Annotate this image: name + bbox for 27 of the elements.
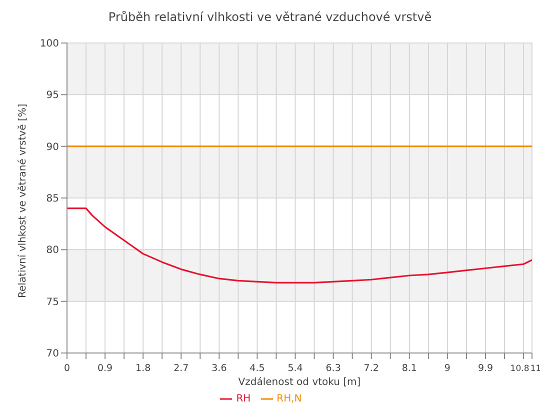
x-tick-label: 5.4 [288, 363, 303, 374]
y-axis-title: Relativní vlhkost ve větrané vrstvě [%] [18, 104, 29, 298]
y-tick-label: 85 [46, 194, 59, 205]
y-tick-label: 95 [46, 90, 59, 102]
x-tick-label: 10.8 [510, 364, 530, 374]
line-series [67, 208, 532, 284]
y-tick-label: 75 [46, 296, 59, 308]
x-tick-label: 9 [444, 363, 450, 374]
x-tick-label: 4.5 [250, 363, 265, 374]
legend-label: RH,N [276, 394, 302, 405]
x-tick-label: 0.9 [97, 363, 113, 374]
x-tick-label: 11 [530, 364, 540, 374]
y-tick-label: 90 [46, 142, 59, 153]
x-tick-label: 7.2 [364, 363, 379, 374]
legend-label: RH [236, 394, 251, 405]
x-axis-title: Vzdálenost od vtoku [m] [238, 377, 361, 388]
y-tick-label: 70 [46, 348, 59, 360]
x-tick-label: 6.3 [326, 363, 341, 374]
y-tick-label: 100 [40, 38, 59, 50]
x-tick-label: 8.1 [402, 363, 417, 374]
x-tick-label: 0 [64, 363, 70, 374]
x-tick-label: 9.9 [478, 363, 494, 374]
x-tick-label: 2.7 [174, 363, 189, 374]
chart-title: Průběh relativní vlhkosti ve větrané vzduchové vrstvě [107, 10, 433, 24]
x-tick-label: 1.8 [136, 363, 151, 374]
y-tick-label: 80 [46, 245, 59, 256]
x-tick-label: 3.6 [212, 363, 227, 374]
